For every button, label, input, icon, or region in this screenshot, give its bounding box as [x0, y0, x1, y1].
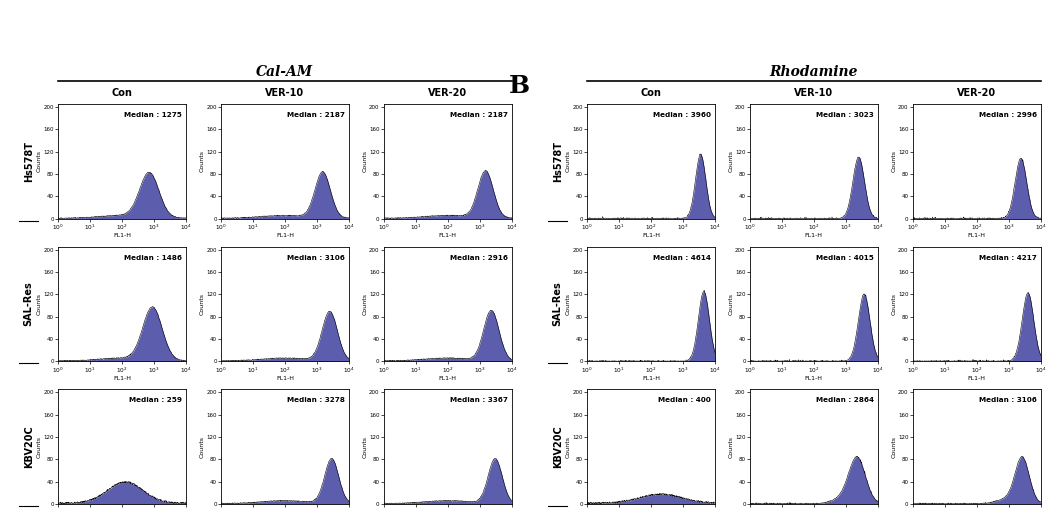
Y-axis label: Counts: Counts — [729, 436, 733, 458]
Text: Cal-AM: Cal-AM — [256, 65, 314, 79]
X-axis label: FL1-H: FL1-H — [438, 234, 457, 239]
Text: Median : 2187: Median : 2187 — [450, 112, 508, 118]
Text: Con: Con — [112, 88, 133, 98]
Text: Rhodamine: Rhodamine — [770, 65, 858, 79]
X-axis label: FL1-H: FL1-H — [968, 234, 985, 239]
Y-axis label: Counts: Counts — [363, 151, 367, 173]
X-axis label: FL1-H: FL1-H — [276, 234, 294, 239]
X-axis label: FL1-H: FL1-H — [276, 376, 294, 381]
Text: Median : 2996: Median : 2996 — [979, 112, 1037, 118]
Text: Median : 400: Median : 400 — [659, 398, 711, 404]
Y-axis label: Counts: Counts — [200, 293, 205, 315]
Text: VER-20: VER-20 — [957, 88, 996, 98]
Text: Median : 3106: Median : 3106 — [979, 398, 1037, 404]
Text: Median : 4217: Median : 4217 — [979, 255, 1037, 261]
Y-axis label: Counts: Counts — [566, 293, 571, 315]
Text: Median : 1486: Median : 1486 — [124, 255, 182, 261]
Y-axis label: Counts: Counts — [566, 151, 571, 173]
Text: KBV20C: KBV20C — [24, 426, 33, 468]
Y-axis label: Counts: Counts — [363, 436, 367, 458]
Y-axis label: Counts: Counts — [363, 293, 367, 315]
Text: Hs578T: Hs578T — [24, 141, 33, 182]
Y-axis label: Counts: Counts — [37, 436, 42, 458]
Y-axis label: Counts: Counts — [566, 436, 571, 458]
Text: Median : 3278: Median : 3278 — [288, 398, 345, 404]
Text: Median : 1275: Median : 1275 — [124, 112, 182, 118]
Text: SAL-Res: SAL-Res — [24, 281, 33, 326]
Text: Median : 3960: Median : 3960 — [653, 112, 711, 118]
Y-axis label: Counts: Counts — [891, 293, 896, 315]
Text: Hs578T: Hs578T — [552, 141, 563, 182]
Y-axis label: Counts: Counts — [37, 293, 42, 315]
X-axis label: FL1-H: FL1-H — [113, 376, 131, 381]
X-axis label: FL1-H: FL1-H — [642, 234, 660, 239]
Y-axis label: Counts: Counts — [200, 436, 205, 458]
Text: Median : 3106: Median : 3106 — [288, 255, 345, 261]
Text: VER-10: VER-10 — [794, 88, 834, 98]
X-axis label: FL1-H: FL1-H — [968, 376, 985, 381]
X-axis label: FL1-H: FL1-H — [438, 376, 457, 381]
Y-axis label: Counts: Counts — [729, 293, 733, 315]
Text: Median : 259: Median : 259 — [130, 398, 182, 404]
Text: Con: Con — [640, 88, 661, 98]
Y-axis label: Counts: Counts — [200, 151, 205, 173]
Text: Median : 4614: Median : 4614 — [654, 255, 711, 261]
Text: Median : 3367: Median : 3367 — [450, 398, 508, 404]
X-axis label: FL1-H: FL1-H — [113, 234, 131, 239]
Text: SAL-Res: SAL-Res — [552, 281, 563, 326]
Y-axis label: Counts: Counts — [729, 151, 733, 173]
X-axis label: FL1-H: FL1-H — [804, 234, 823, 239]
Text: Median : 2916: Median : 2916 — [450, 255, 508, 261]
Text: Median : 2187: Median : 2187 — [288, 112, 345, 118]
X-axis label: FL1-H: FL1-H — [804, 376, 823, 381]
Text: Median : 4015: Median : 4015 — [816, 255, 874, 261]
Text: VER-20: VER-20 — [428, 88, 468, 98]
Y-axis label: Counts: Counts — [37, 151, 42, 173]
Text: Median : 3023: Median : 3023 — [816, 112, 874, 118]
Text: KBV20C: KBV20C — [552, 426, 563, 468]
Text: B: B — [508, 74, 529, 98]
Y-axis label: Counts: Counts — [891, 436, 896, 458]
Text: Median : 2864: Median : 2864 — [816, 398, 874, 404]
Y-axis label: Counts: Counts — [891, 151, 896, 173]
X-axis label: FL1-H: FL1-H — [642, 376, 660, 381]
Text: VER-10: VER-10 — [266, 88, 304, 98]
